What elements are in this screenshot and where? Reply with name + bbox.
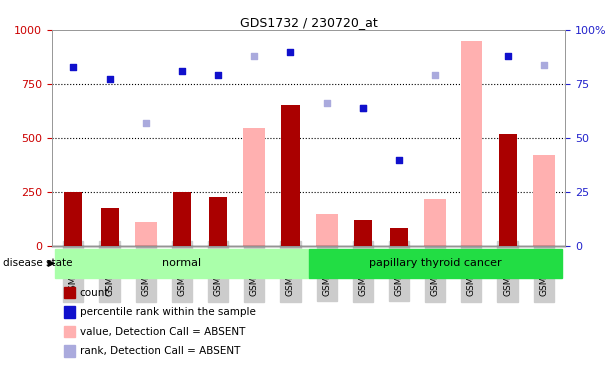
Bar <box>100 208 119 246</box>
Point <box>503 53 513 59</box>
Bar <box>55 249 308 278</box>
Point <box>358 105 368 111</box>
Point <box>430 72 440 78</box>
Text: percentile rank within the sample: percentile rank within the sample <box>80 307 255 317</box>
Point <box>69 64 78 70</box>
Point <box>539 62 548 68</box>
Point <box>177 68 187 74</box>
Text: disease state: disease state <box>3 258 72 268</box>
Bar <box>64 192 83 246</box>
Bar <box>282 105 300 246</box>
Bar <box>424 199 446 246</box>
Text: value, Detection Call = ABSENT: value, Detection Call = ABSENT <box>80 327 245 336</box>
Bar <box>354 220 372 246</box>
Text: rank, Detection Call = ABSENT: rank, Detection Call = ABSENT <box>80 346 240 356</box>
Title: GDS1732 / 230720_at: GDS1732 / 230720_at <box>240 16 378 29</box>
Point <box>213 72 223 78</box>
Bar <box>316 214 337 246</box>
Text: papillary thyroid cancer: papillary thyroid cancer <box>369 258 502 268</box>
Bar <box>308 249 562 278</box>
Text: count: count <box>80 288 109 297</box>
Point <box>141 120 151 126</box>
Bar <box>209 197 227 246</box>
Point <box>286 49 295 55</box>
Point <box>249 53 259 59</box>
Text: normal: normal <box>162 258 201 268</box>
Point <box>358 105 368 111</box>
Bar <box>390 228 408 246</box>
Bar <box>499 134 517 246</box>
Point <box>394 158 404 164</box>
Bar <box>243 128 265 246</box>
Bar <box>135 222 157 246</box>
Point <box>322 100 331 106</box>
Point <box>105 75 114 81</box>
Bar <box>533 155 554 246</box>
Bar <box>173 192 191 246</box>
Bar <box>460 41 482 246</box>
